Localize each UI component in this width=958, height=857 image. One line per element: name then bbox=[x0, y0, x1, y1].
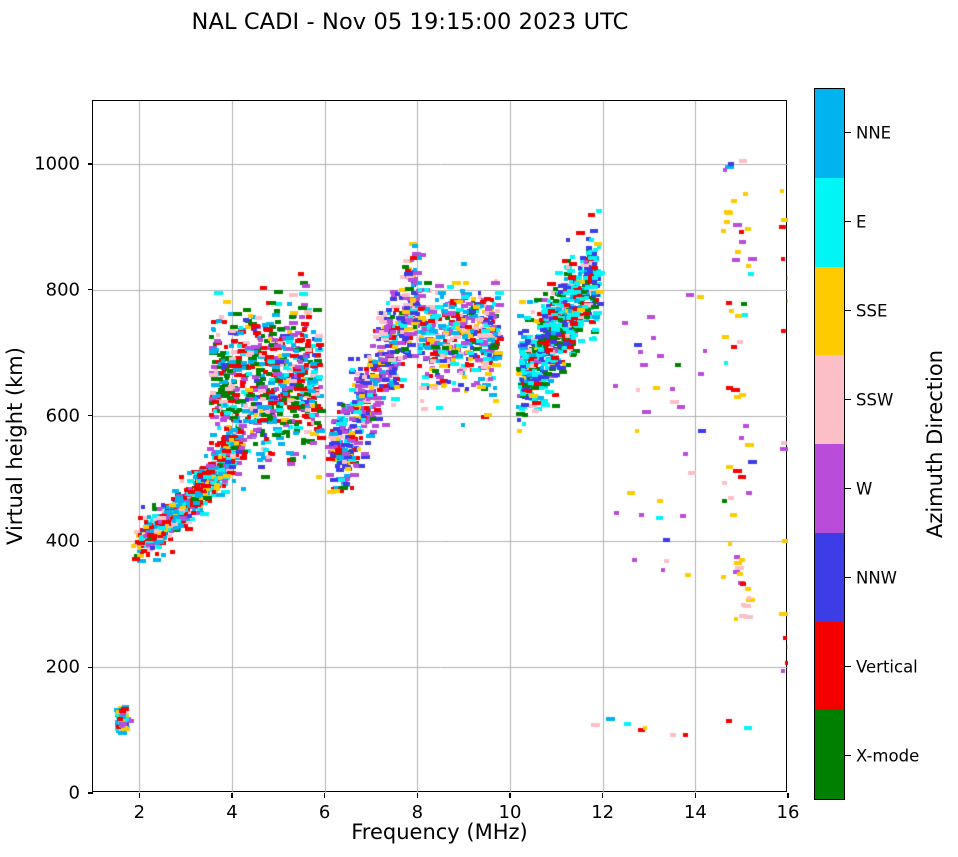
colorbar-title: Azimuth Direction bbox=[912, 88, 958, 800]
plot-area[interactable]: 2 4 6 8 10 12 14 16 0 200 400 600 800 1000 bbox=[34, 100, 799, 823]
x-tick-mark bbox=[324, 793, 326, 798]
y-tick-mark bbox=[88, 792, 93, 794]
colorbar-tick-mark bbox=[845, 576, 851, 579]
colorbar-tick-mark bbox=[845, 220, 851, 223]
ionogram-scatter-canvas bbox=[93, 101, 788, 793]
x-tick-mark bbox=[231, 793, 233, 798]
x-tick-mark bbox=[787, 793, 789, 798]
colorbar-ticks: NNE E SSE SSW W NNW Vertical X-mode bbox=[845, 88, 945, 800]
colorbar-tick-mark bbox=[845, 131, 851, 134]
colorbar-segment-x-mode bbox=[815, 710, 844, 799]
x-tick-mark bbox=[694, 793, 696, 798]
colorbar-label-vertical: Vertical bbox=[856, 657, 918, 676]
colorbar-title-text: Azimuth Direction bbox=[923, 349, 948, 539]
x-tick-label: 4 bbox=[226, 802, 238, 823]
x-tick-label: 8 bbox=[411, 802, 424, 823]
y-axis-title-text: Virtual height (km) bbox=[3, 347, 28, 545]
y-tick-label: 200 bbox=[45, 656, 80, 678]
colorbar-segment-vertical bbox=[815, 621, 844, 711]
y-tick-label: 0 bbox=[68, 782, 80, 804]
colorbar-segment-e bbox=[815, 177, 844, 267]
x-tick-label: 12 bbox=[591, 802, 615, 823]
colorbar-label-nnw: NNW bbox=[856, 568, 898, 587]
y-tick-label: 400 bbox=[45, 530, 80, 552]
colorbar-label-x-mode: X-mode bbox=[856, 746, 920, 765]
y-tick-mark bbox=[88, 666, 93, 668]
x-tick-label: 14 bbox=[683, 802, 707, 823]
colorbar-label-ssw: SSW bbox=[856, 390, 894, 409]
y-tick-mark bbox=[88, 289, 93, 291]
x-tick-mark bbox=[602, 793, 604, 798]
colorbar-label-w: W bbox=[856, 479, 873, 498]
x-tick-label: 10 bbox=[498, 802, 522, 823]
colorbar-segment-w bbox=[815, 444, 844, 533]
colorbar bbox=[814, 88, 845, 800]
y-tick-mark bbox=[88, 540, 93, 542]
y-tick-mark bbox=[88, 163, 93, 165]
y-axis-title: Virtual height (km) bbox=[0, 100, 30, 792]
y-tick-label: 800 bbox=[45, 279, 80, 301]
colorbar-segment-sse bbox=[815, 266, 844, 356]
colorbar-label-e: E bbox=[856, 212, 867, 231]
colorbar-tick-mark bbox=[845, 398, 851, 401]
colorbar-segment-ssw bbox=[815, 355, 844, 444]
colorbar-label-sse: SSE bbox=[856, 301, 888, 320]
x-tick-label: 2 bbox=[133, 802, 146, 823]
x-axis-title: Frequency (MHz) bbox=[351, 820, 528, 844]
colorbar-tick-mark bbox=[845, 487, 851, 490]
page-title: NAL CADI - Nov 05 19:15:00 2023 UTC bbox=[191, 9, 629, 35]
colorbar-segment-nne bbox=[815, 89, 844, 178]
y-tick-label: 600 bbox=[45, 405, 80, 427]
x-tick-label: 6 bbox=[318, 802, 331, 823]
x-tick-mark bbox=[138, 793, 140, 798]
colorbar-segment-nnw bbox=[815, 532, 844, 622]
colorbar-tick-mark bbox=[845, 665, 851, 668]
y-tick-mark bbox=[88, 414, 93, 417]
colorbar-tick-mark bbox=[845, 309, 851, 312]
colorbar-label-nne: NNE bbox=[856, 123, 892, 142]
x-tick-label: 16 bbox=[776, 802, 800, 823]
colorbar-tick-mark bbox=[845, 754, 851, 757]
y-tick-label: 1000 bbox=[34, 153, 80, 175]
x-tick-mark bbox=[509, 793, 511, 798]
x-tick-mark bbox=[416, 793, 418, 798]
